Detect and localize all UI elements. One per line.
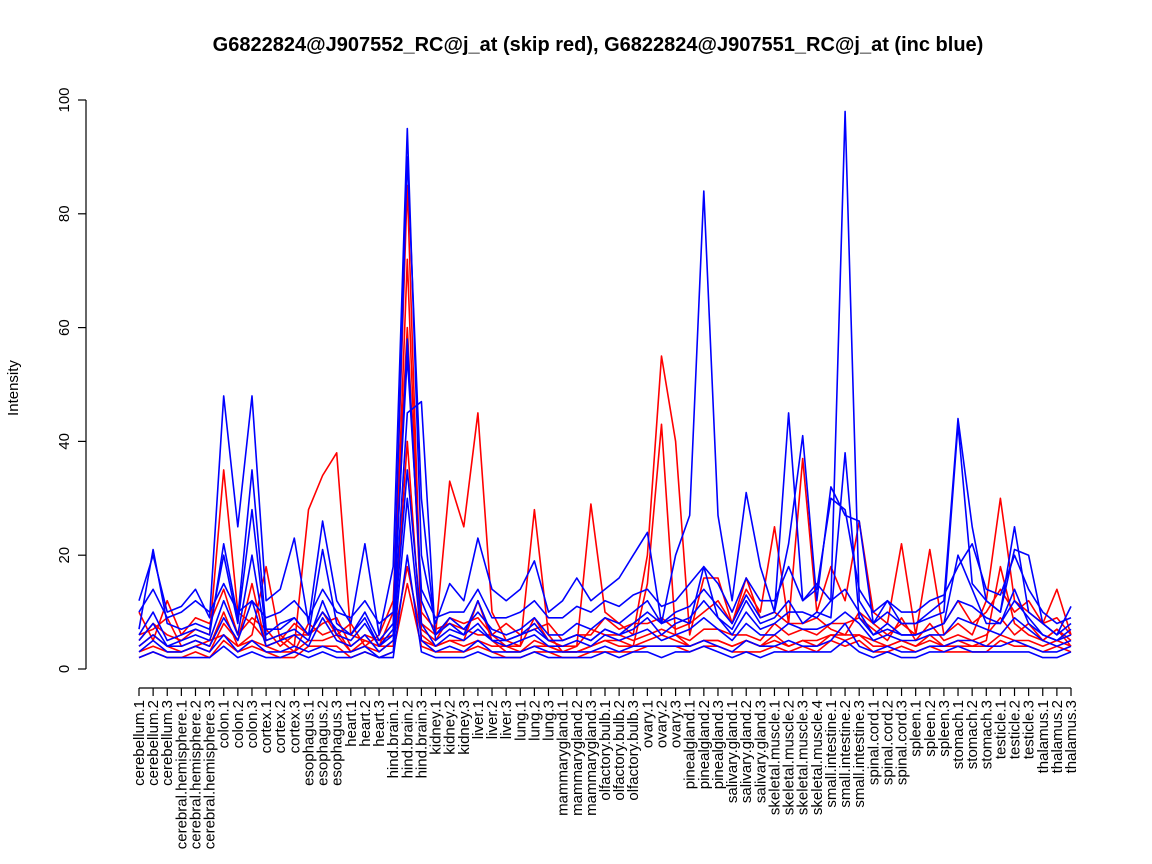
x-tick-label: mammarygland.2 [569,700,586,816]
x-tick-label: colon.3 [244,700,261,748]
x-tick-label: esophagus.3 [329,700,346,786]
x-tick-label: stomach.3 [978,700,995,769]
x-tick-label: kidney.2 [442,700,459,755]
x-tick-label: olfactory.bulb.1 [597,700,614,801]
x-tick-label: cortex.1 [258,700,275,753]
x-tick-label: cerebellum.2 [145,700,162,786]
x-tick-label: spleen.1 [908,700,925,757]
x-tick-label: cerebral.hemisphere.1 [173,700,190,849]
x-tick-label: testicle.2 [1007,700,1024,759]
x-tick-label: liver.2 [484,700,501,739]
x-tick-label: ovary.1 [639,700,656,748]
y-axis: 0 20 40 60 80 100 [56,87,87,673]
x-tick-label: hind.brain.3 [413,700,430,778]
x-tick-label: spinal.cord.2 [879,700,896,785]
series-line-inc-10 [138,497,1072,659]
series-line-skip-3 [138,258,1072,648]
x-tick-label: hind.brain.1 [385,700,402,778]
x-tick-label: skeletal.muscle.1 [766,700,783,815]
x-tick-label: spleen.3 [936,700,953,757]
x-tick-label: salivary.gland.1 [724,700,741,803]
x-tick-label: liver.3 [498,700,515,739]
x-tick-label: esophagus.1 [300,700,317,786]
x-tick-label: heart.1 [343,700,360,747]
x-tick-label: cerebellum.1 [131,700,148,786]
x-tick-label: stomach.1 [950,700,967,769]
x-tick-label: olfactory.bulb.2 [611,700,628,801]
x-tick-label: pinealgland.1 [682,700,699,789]
series-line-skip-5 [138,326,1072,648]
x-axis: cerebellum.1cerebellum.2cerebellum.3cere… [131,687,1080,849]
y-tick-label: 0 [56,665,73,673]
x-tick-label: stomach.2 [964,700,981,769]
series-line-skip-6 [138,440,1072,653]
series-line-inc-13 [138,400,1072,648]
x-tick-label: spinal.cord.3 [894,700,911,785]
x-tick-label: mammarygland.1 [555,700,572,816]
x-tick-label: lung.3 [541,700,558,741]
y-tick-label: 20 [56,547,73,564]
x-tick-label: salivary.gland.2 [738,700,755,803]
y-tick-label: 100 [56,87,73,112]
x-tick-label: cerebellum.3 [159,700,176,786]
series-group [138,110,1072,659]
series-line-inc-12 [138,554,1072,659]
y-tick-label: 60 [56,319,73,336]
x-tick-label: colon.1 [216,700,233,748]
x-tick-label: thalamus.3 [1063,700,1080,773]
x-tick-label: small.intestine.1 [823,700,840,808]
x-tick-label: salivary.gland.3 [752,700,769,803]
x-tick-label: skeletal.muscle.2 [781,700,798,815]
x-tick-label: thalamus.2 [1049,700,1066,773]
x-tick-label: cerebral.hemisphere.3 [202,700,219,849]
x-tick-label: spinal.cord.1 [865,700,882,785]
x-tick-label: olfactory.bulb.3 [625,700,642,801]
x-tick-label: kidney.3 [456,700,473,755]
series-line-inc-9 [138,355,1072,625]
x-tick-label: esophagus.2 [315,700,332,786]
x-tick-label: colon.2 [230,700,247,748]
chart-title: G6822824@J907552_RC@j_at (skip red), G68… [213,34,984,56]
x-tick-label: skeletal.muscle.3 [795,700,812,815]
series-line-skip-1 [138,184,1072,653]
x-tick-label: pinealgland.2 [696,700,713,789]
x-tick-label: ovary.2 [653,700,670,748]
series-line-inc-14 [138,469,1072,653]
x-tick-label: mammarygland.3 [583,700,600,816]
x-tick-label: heart.2 [357,700,374,747]
x-tick-label: cortex.3 [286,700,303,753]
y-tick-label: 40 [56,433,73,450]
x-tick-label: kidney.1 [428,700,445,755]
x-tick-label: liver.1 [470,700,487,739]
x-tick-label: small.intestine.3 [851,700,868,808]
x-tick-label: thalamus.1 [1035,700,1052,773]
x-tick-label: hind.brain.2 [399,700,416,778]
x-tick-label: small.intestine.2 [837,700,854,808]
y-axis-label: Intensity [5,360,22,416]
x-tick-label: heart.3 [371,700,388,747]
x-tick-label: lung.2 [526,700,543,741]
x-tick-label: pinealgland.3 [710,700,727,789]
y-tick-label: 80 [56,205,73,222]
x-tick-label: skeletal.muscle.4 [809,700,826,815]
x-tick-label: lung.1 [512,700,529,741]
series-line-inc-11 [138,156,1072,642]
x-tick-label: ovary.3 [668,700,685,748]
x-tick-label: cortex.2 [272,700,289,753]
x-tick-label: cerebral.hemisphere.2 [187,700,204,849]
x-tick-label: testicle.3 [1021,700,1038,759]
x-tick-label: testicle.1 [992,700,1009,759]
x-tick-label: spleen.2 [922,700,939,757]
